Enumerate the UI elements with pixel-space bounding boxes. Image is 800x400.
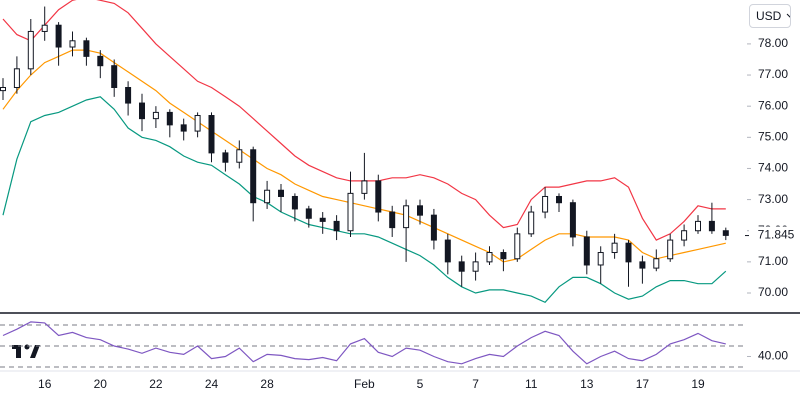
candle-body	[695, 220, 701, 232]
candle-body	[681, 230, 688, 241]
candle-body	[653, 258, 660, 269]
candle-body	[97, 55, 104, 67]
y-tick-label: 78.00	[758, 36, 788, 50]
candle-body	[722, 230, 729, 236]
y-tick-label: 75.00	[758, 129, 788, 143]
x-tick-label: 16	[38, 377, 52, 391]
y-tick-label: 74.00	[758, 161, 788, 175]
candle-body	[542, 195, 549, 213]
candle-body	[278, 189, 284, 197]
candle-body	[208, 115, 215, 154]
candle-body	[180, 124, 187, 132]
y-tick-label: 71.00	[758, 254, 788, 268]
candle-body	[152, 111, 159, 120]
candle-body	[597, 252, 604, 266]
x-tick-label: 11	[525, 377, 538, 391]
candle-body	[486, 252, 493, 263]
candle-body	[264, 189, 271, 204]
candle-body	[13, 68, 20, 88]
currency-dropdown[interactable]: USD	[749, 4, 791, 28]
candle-body	[375, 180, 382, 213]
currency-label: USD	[756, 9, 782, 23]
candle-body	[291, 195, 298, 210]
candle-body	[625, 242, 632, 263]
candle-body	[583, 236, 590, 266]
x-tick-label: 24	[205, 377, 219, 391]
x-tick-label: 22	[149, 377, 163, 391]
candle-body	[55, 24, 62, 48]
candle-body	[514, 233, 521, 260]
candle-body	[347, 192, 354, 232]
y-tick-label: 76.00	[758, 98, 788, 112]
candle-body	[430, 214, 437, 241]
candle-body	[403, 205, 410, 229]
tradingview-logo	[12, 344, 40, 358]
candle-body	[236, 149, 243, 163]
candle-body	[444, 239, 451, 263]
candle-body	[611, 242, 618, 254]
plot-area: 70.0071.0072.0073.0074.0075.0076.0077.00…	[0, 0, 799, 392]
y-tick-label: 40.00	[758, 349, 788, 363]
candle-body	[27, 30, 34, 70]
x-tick-label: 17	[636, 377, 650, 391]
candle-body	[305, 208, 312, 219]
line-series	[2, 0, 726, 241]
candle-body	[361, 180, 368, 194]
candle-body	[222, 152, 229, 163]
candle-body	[639, 261, 646, 269]
candle-body	[528, 211, 535, 235]
candle-body	[111, 65, 118, 88]
line-series	[2, 96, 727, 304]
last-price-label: 71.845	[758, 228, 795, 242]
candle-body	[708, 220, 715, 232]
line-series	[2, 49, 726, 263]
x-tick-label: 7	[472, 377, 479, 391]
x-tick-label: 5	[417, 377, 424, 391]
y-tick-label: 70.00	[758, 285, 788, 299]
candle-body	[472, 261, 479, 272]
candle-body	[458, 261, 465, 272]
last-price-box	[749, 226, 799, 245]
x-tick-label: 28	[260, 377, 274, 391]
candle-body	[83, 40, 90, 57]
y-tick-label: 73.00	[758, 192, 788, 206]
y-tick-label: 77.00	[758, 67, 788, 81]
candle-body	[0, 86, 6, 92]
candle-body	[556, 195, 562, 204]
candle-body	[194, 115, 201, 132]
x-tick-label: 20	[94, 377, 108, 391]
candle-body	[166, 111, 173, 126]
candle-body	[125, 86, 132, 104]
candle-body	[41, 24, 48, 32]
candle-body	[569, 202, 576, 238]
candle-body	[333, 220, 340, 232]
candle-body	[389, 211, 396, 229]
x-tick-label: 13	[580, 377, 594, 391]
candle-body	[250, 149, 257, 204]
x-tick-label: Feb	[354, 377, 375, 391]
x-tick-label: 19	[691, 377, 705, 391]
candle-body	[139, 102, 145, 120]
candle-body	[69, 40, 76, 48]
chevron	[786, 13, 790, 18]
line-series	[2, 321, 726, 365]
candle-body	[667, 239, 674, 260]
candle-body	[417, 205, 423, 216]
candle-body	[500, 252, 507, 260]
candle-body	[319, 217, 326, 222]
